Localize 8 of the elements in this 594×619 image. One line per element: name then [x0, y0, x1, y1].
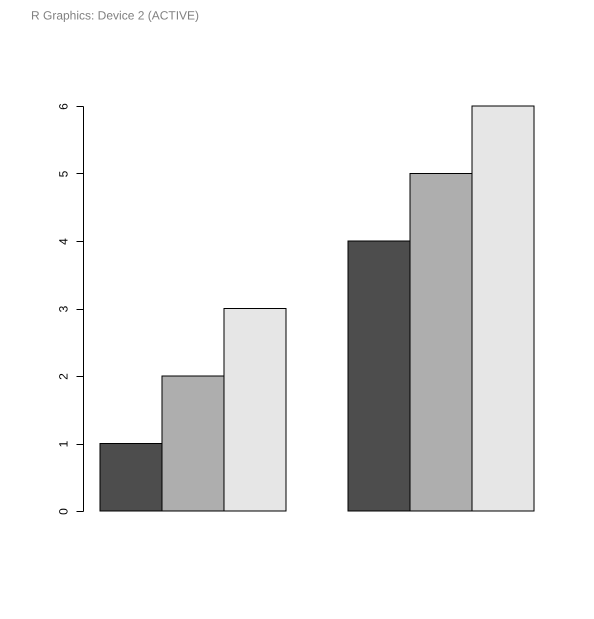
y-tick-label: 5 [56, 170, 70, 178]
y-tick-label: 6 [56, 102, 70, 110]
chart-title: R Graphics: Device 2 (ACTIVE) [31, 8, 200, 23]
y-tick-label: 4 [56, 238, 70, 245]
y-tick-label: 2 [56, 372, 70, 380]
y-tick-label: 0 [56, 508, 70, 515]
y-tick-label: 3 [56, 305, 70, 312]
y-tick-label: 1 [56, 440, 70, 448]
